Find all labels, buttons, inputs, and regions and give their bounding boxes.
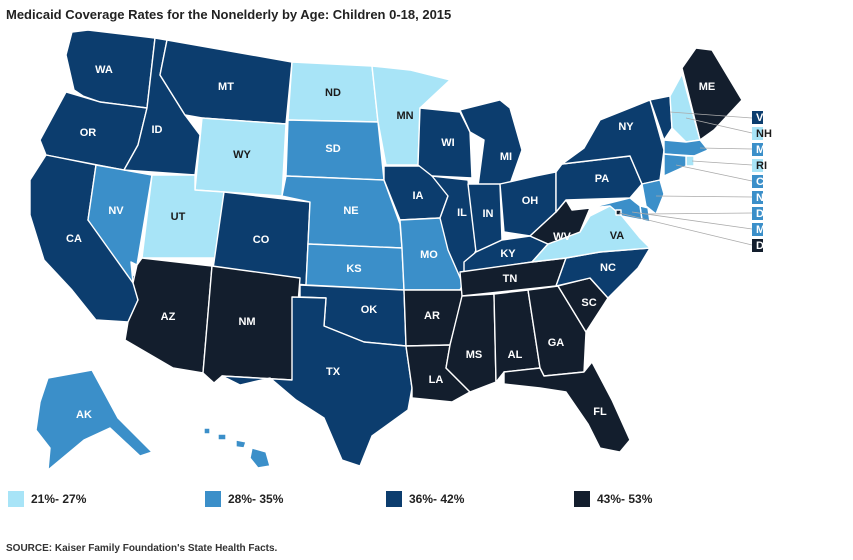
small-state-box-DC[interactable]: [752, 239, 763, 252]
small-state-box-MD[interactable]: [752, 223, 763, 236]
label-IA: IA: [413, 190, 424, 202]
label-SC: SC: [581, 297, 596, 309]
label-CA: CA: [66, 233, 82, 245]
label-ID: ID: [152, 124, 163, 136]
small-state-label-CT: CT: [756, 176, 771, 188]
label-ND: ND: [325, 87, 341, 99]
legend-swatch-3: [386, 491, 402, 507]
label-KS: KS: [346, 263, 361, 275]
state-FL[interactable]: [503, 361, 631, 453]
legend-label-1: 21%- 27%: [31, 492, 87, 506]
label-ME: ME: [699, 81, 716, 93]
small-state-label-RI: RI: [756, 160, 767, 172]
us-choropleth-map: VT NH MA RI CT NJ DE MD DC WA OR CA NV ID MT WY …: [29, 29, 773, 471]
small-state-box-VT[interactable]: [752, 111, 763, 124]
state-NJ[interactable]: [641, 179, 665, 215]
label-KY: KY: [500, 248, 516, 260]
state-HI-islands[interactable]: [203, 427, 271, 469]
label-PA: PA: [595, 173, 610, 185]
label-NY: NY: [618, 121, 634, 133]
state-HI-oahu[interactable]: [217, 433, 227, 441]
state-WI[interactable]: [417, 107, 473, 179]
legend-swatch-1: [8, 491, 24, 507]
legend-item-2: 28%- 35%: [205, 491, 283, 507]
small-state-box-RI[interactable]: [752, 159, 763, 172]
legend-item-1: 21%- 27%: [8, 491, 86, 507]
label-OK: OK: [361, 304, 378, 316]
legend: 21%- 27% 28%- 35% 36%- 42% 43%- 53%: [0, 491, 853, 511]
label-NM: NM: [238, 316, 255, 328]
small-state-label-NH: NH: [756, 128, 772, 140]
label-WA: WA: [95, 64, 113, 76]
label-AZ: AZ: [161, 311, 176, 323]
legend-item-4: 43%- 53%: [574, 491, 652, 507]
label-OH: OH: [522, 195, 539, 207]
leader-lines: [618, 111, 753, 246]
small-state-label-MD: MD: [756, 224, 773, 236]
label-LA: LA: [429, 374, 444, 386]
map-title: Medicaid Coverage Rates for the Nonelder…: [6, 7, 452, 22]
label-UT: UT: [171, 211, 186, 223]
state-DC[interactable]: [615, 209, 622, 216]
small-state-label-DE: DE: [756, 208, 771, 220]
state-CT[interactable]: [663, 153, 687, 177]
label-AL: AL: [508, 349, 523, 361]
label-AR: AR: [424, 310, 440, 322]
legend-swatch-2: [205, 491, 221, 507]
label-WV: WV: [553, 231, 571, 243]
small-state-label-VT: VT: [756, 112, 770, 124]
small-state-box-NH[interactable]: [752, 127, 763, 140]
legend-swatch-4: [574, 491, 590, 507]
state-HI-maui[interactable]: [235, 439, 247, 449]
label-SD: SD: [325, 143, 340, 155]
state-AK[interactable]: [35, 369, 153, 471]
label-AK: AK: [76, 409, 92, 421]
label-IN: IN: [483, 208, 494, 220]
legend-label-2: 28%- 35%: [228, 492, 284, 506]
small-state-label-MA: MA: [756, 144, 773, 156]
label-NV: NV: [108, 205, 124, 217]
label-CO: CO: [253, 234, 270, 246]
label-MT: MT: [218, 81, 234, 93]
label-MO: MO: [420, 249, 438, 261]
state-MD[interactable]: [589, 197, 643, 221]
label-TX: TX: [326, 366, 341, 378]
legend-label-4: 43%- 53%: [597, 492, 653, 506]
small-state-box-MA[interactable]: [752, 143, 763, 156]
label-GA: GA: [548, 337, 565, 349]
label-MS: MS: [466, 349, 483, 361]
label-IL: IL: [457, 207, 467, 219]
state-WV[interactable]: [529, 199, 591, 245]
small-state-box-NJ[interactable]: [752, 191, 763, 204]
label-WY: WY: [233, 149, 251, 161]
source-note: SOURCE: Kaiser Family Foundation's State…: [6, 543, 278, 554]
small-state-box-DE[interactable]: [752, 207, 763, 220]
label-WI: WI: [441, 137, 454, 149]
small-state-label-DC: DC: [756, 240, 772, 252]
label-OR: OR: [80, 127, 97, 139]
small-state-label-NJ: NJ: [756, 192, 770, 204]
state-TX[interactable]: [221, 296, 413, 467]
label-FL: FL: [593, 406, 607, 418]
state-HI-kauai[interactable]: [203, 427, 211, 435]
label-VA: VA: [610, 230, 625, 242]
label-NC: NC: [600, 262, 616, 274]
small-state-box-CT[interactable]: [752, 175, 763, 188]
legend-item-3: 36%- 42%: [386, 491, 464, 507]
label-NE: NE: [343, 205, 358, 217]
state-labels: WA OR CA NV ID MT WY UT CO AZ NM ND SD N…: [66, 64, 715, 421]
label-MN: MN: [396, 110, 413, 122]
label-TN: TN: [503, 273, 518, 285]
state-HI-main[interactable]: [249, 447, 271, 469]
state-VA[interactable]: [531, 205, 651, 263]
label-MI: MI: [500, 151, 512, 163]
legend-label-3: 36%- 42%: [409, 492, 465, 506]
small-state-label-boxes: VT NH MA RI CT NJ DE MD DC: [752, 111, 773, 252]
